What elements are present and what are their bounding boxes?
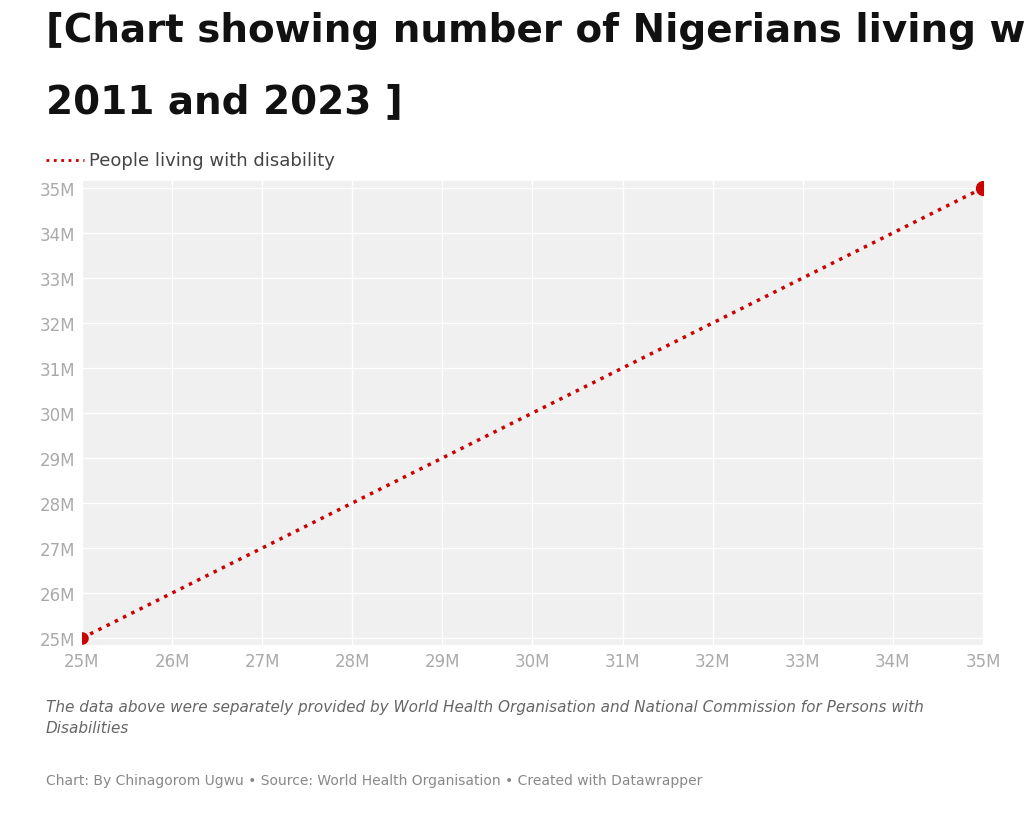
Text: The data above were separately provided by World Health Organisation and Nationa: The data above were separately provided … — [46, 699, 924, 734]
Text: Chart: By Chinagorom Ugwu • Source: World Health Organisation • Created with Dat: Chart: By Chinagorom Ugwu • Source: Worl… — [46, 773, 702, 787]
Text: [Chart showing number of Nigerians living with disability in: [Chart showing number of Nigerians livin… — [46, 12, 1024, 50]
Text: 2011 and 2023 ]: 2011 and 2023 ] — [46, 83, 402, 121]
Text: People living with disability: People living with disability — [89, 152, 335, 170]
